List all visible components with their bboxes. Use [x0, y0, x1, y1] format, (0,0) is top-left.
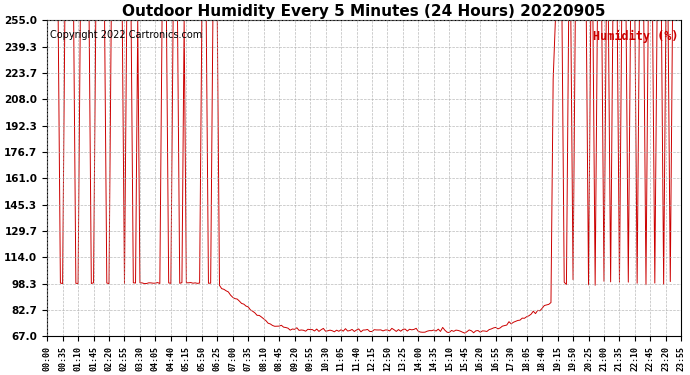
Text: Copyright 2022 Cartronics.com: Copyright 2022 Cartronics.com	[50, 30, 203, 40]
Text: Humidity (%): Humidity (%)	[593, 30, 678, 43]
Title: Outdoor Humidity Every 5 Minutes (24 Hours) 20220905: Outdoor Humidity Every 5 Minutes (24 Hou…	[123, 4, 606, 19]
